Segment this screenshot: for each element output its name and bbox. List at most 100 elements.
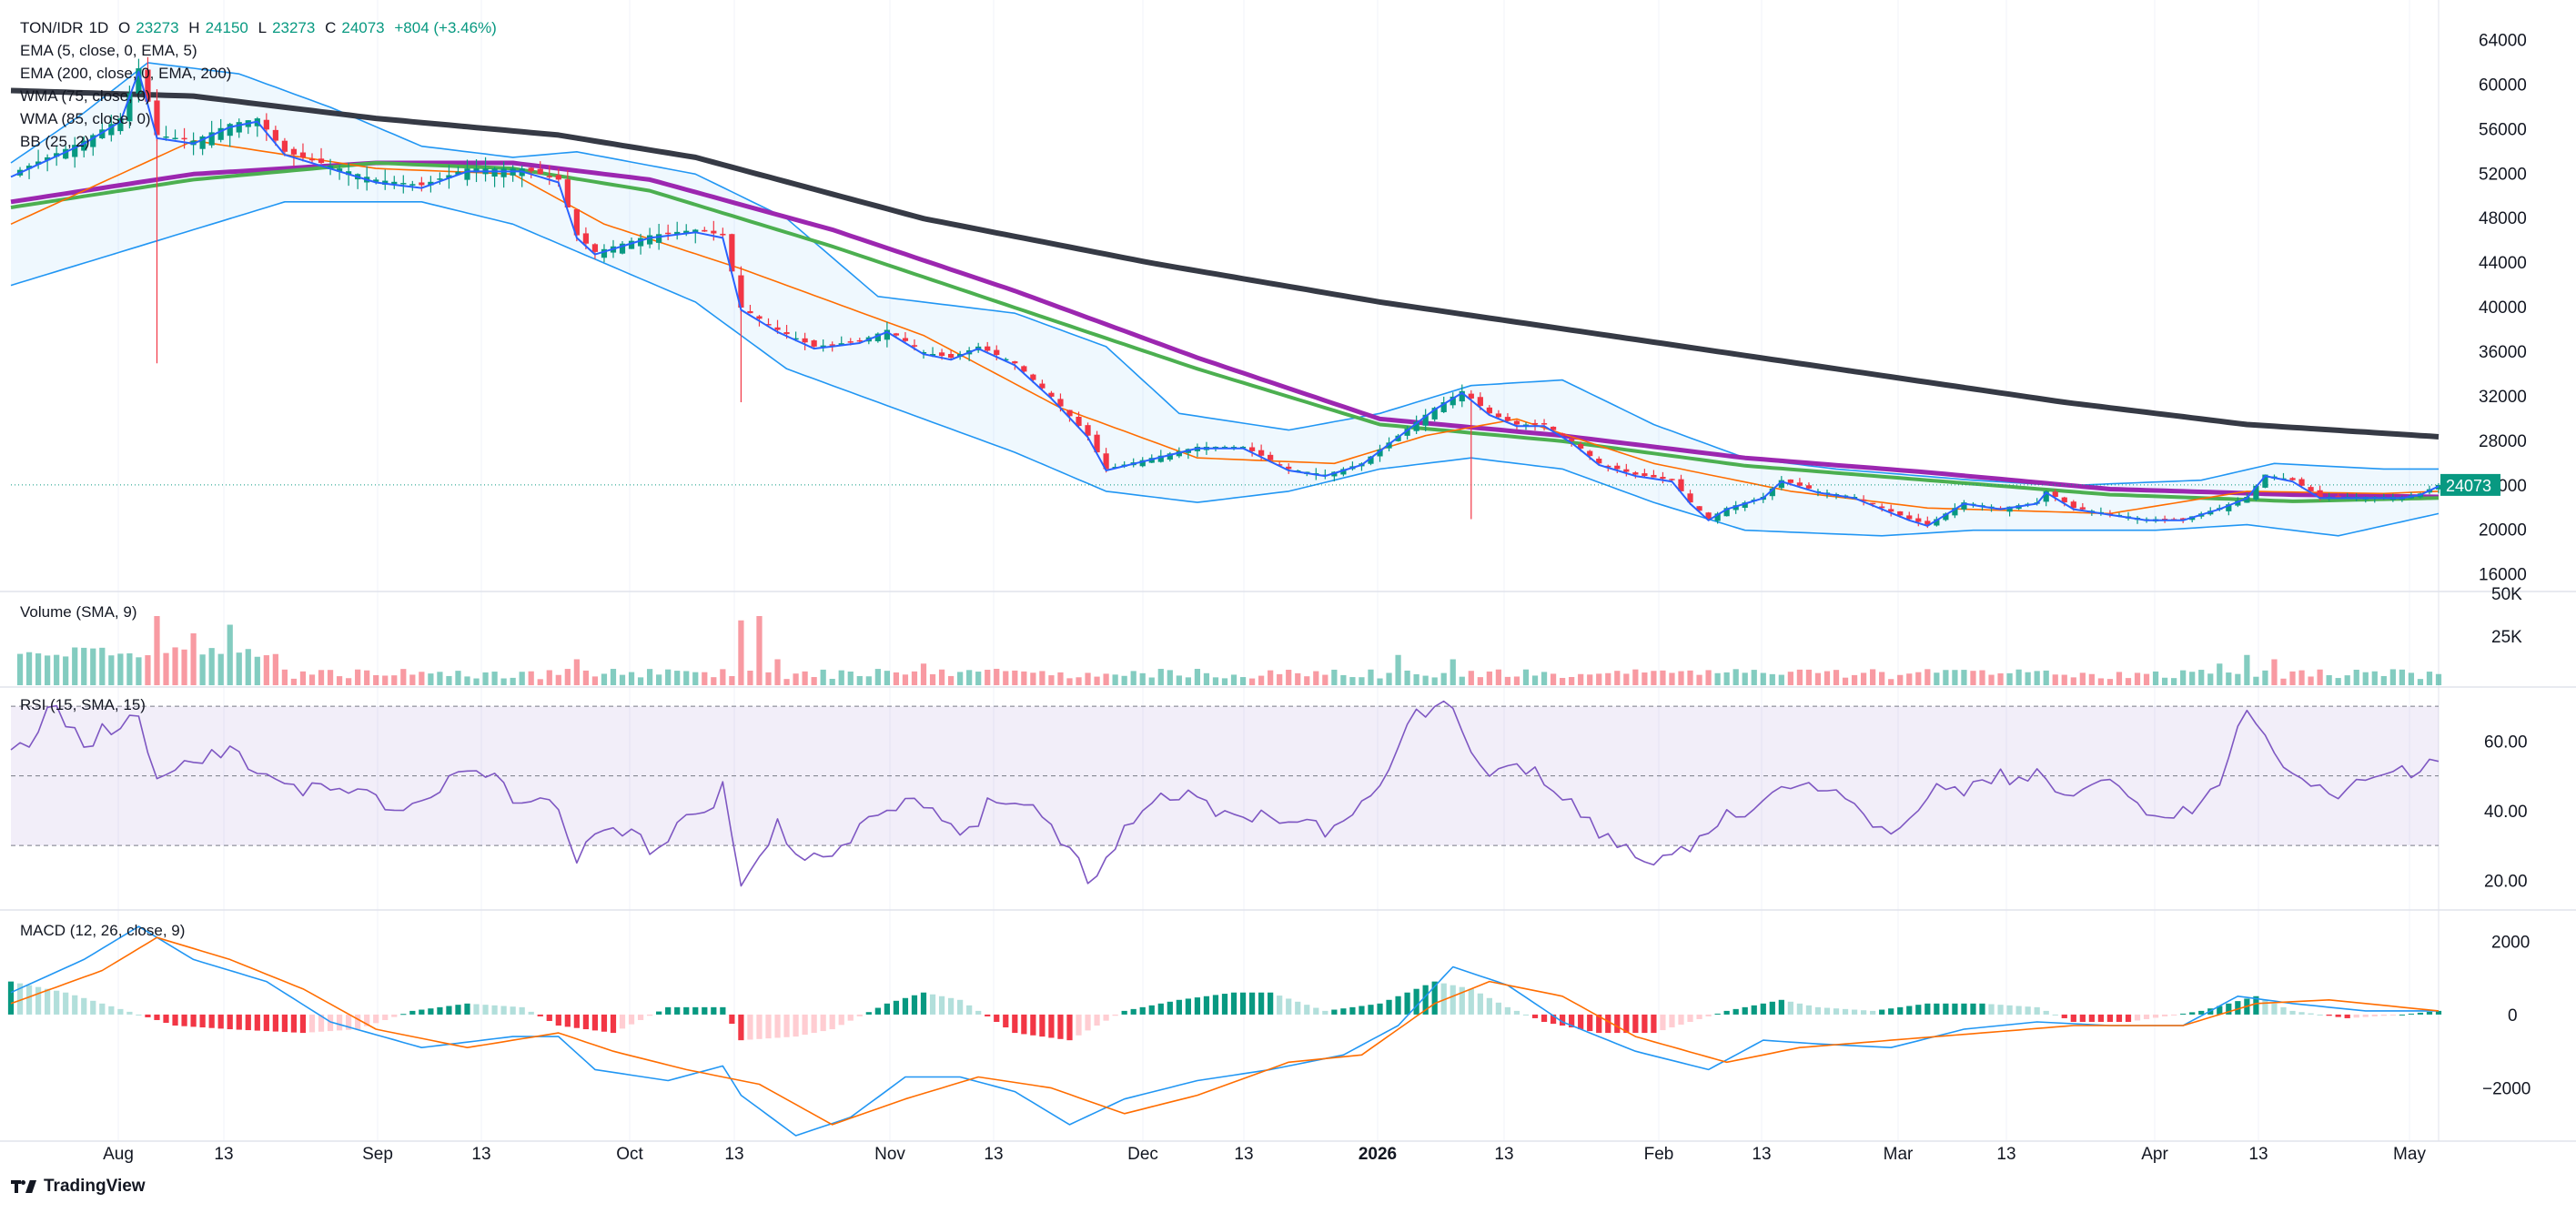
candle-body: [72, 145, 78, 157]
volume-bar: [1359, 677, 1365, 685]
macd-pane-title[interactable]: MACD (12, 26, close, 9): [20, 922, 186, 939]
macd-histogram-bar: [1605, 1014, 1611, 1034]
volume-bar: [2116, 672, 2123, 685]
volume-bar: [2308, 676, 2314, 685]
volume-bar: [1440, 672, 1447, 685]
macd-histogram-bar: [327, 1014, 334, 1032]
macd-histogram-bar: [1313, 1007, 1319, 1015]
candle-body: [1021, 366, 1027, 372]
candle-body: [1368, 456, 1374, 464]
volume-bar: [2435, 673, 2442, 685]
macd-histogram-bar: [1642, 1014, 1648, 1034]
macd-histogram-bar: [628, 1014, 635, 1025]
volume-bar: [1239, 677, 1247, 685]
macd-histogram-bar: [994, 1014, 1000, 1022]
candle-body: [227, 124, 233, 136]
macd-histogram-bar: [591, 1014, 599, 1031]
indicator-wma85[interactable]: WMA (85, close, 0): [20, 110, 151, 127]
volume-bar: [1495, 669, 1502, 685]
volume-bar: [1368, 669, 1374, 685]
volume-bar: [2344, 675, 2350, 685]
time-tick-label: May: [2393, 1145, 2426, 1164]
candle-body: [829, 344, 835, 346]
macd-histogram-bar: [637, 1014, 644, 1020]
macd-histogram-bar: [1823, 1007, 1831, 1015]
indicator-bb[interactable]: BB (25, 2): [20, 133, 90, 150]
volume-bar: [1021, 671, 1027, 685]
volume-bar: [2235, 673, 2241, 685]
candle-body: [272, 129, 278, 141]
volume-bar: [409, 674, 416, 685]
volume-bar: [446, 675, 452, 685]
tradingview-logo[interactable]: TradingView: [11, 1177, 146, 1197]
volume-bar: [2317, 669, 2323, 685]
macd-histogram-bar: [2271, 1003, 2278, 1015]
volume-bar: [2335, 678, 2341, 685]
macd-histogram-bar: [1870, 1010, 1876, 1015]
macd-histogram-bar: [1651, 1014, 1657, 1034]
volume-bar: [1304, 676, 1310, 685]
volume-bar: [1277, 673, 1283, 685]
candle-body: [938, 352, 945, 357]
volume-bar: [1513, 676, 1520, 685]
volume-bar: [1787, 672, 1793, 685]
volume-bar: [1076, 677, 1082, 685]
macd-histogram-bar: [1952, 1003, 1958, 1015]
indicator-ema200[interactable]: EMA (200, close, 0, EMA, 200): [20, 65, 232, 82]
candle-body: [281, 140, 288, 152]
macd-histogram-bar: [1431, 981, 1438, 1015]
rsi-pane-title[interactable]: RSI (15, SMA, 15): [20, 696, 146, 713]
macd-histogram-bar: [2380, 1014, 2387, 1016]
macd-histogram-bar: [1477, 993, 1483, 1015]
macd-histogram-bar: [90, 1000, 96, 1015]
candle-body: [1531, 422, 1539, 425]
indicator-ema5[interactable]: EMA (5, close, 0, EMA, 5): [20, 42, 197, 59]
candle-body: [1277, 464, 1283, 466]
macd-histogram-bar: [2143, 1014, 2150, 1019]
volume-bar: [2289, 671, 2296, 685]
macd-histogram-bar: [1413, 988, 1419, 1015]
candle-body: [911, 345, 918, 347]
volume-bar: [2253, 676, 2259, 685]
volume-bar: [1148, 677, 1155, 685]
macd-histogram-bar: [299, 1014, 307, 1034]
candle-body: [154, 100, 160, 136]
macd-histogram-bar: [528, 1011, 534, 1015]
macd-histogram-bar: [1203, 996, 1210, 1015]
macd-histogram-bar: [1377, 1003, 1383, 1015]
volume-bar: [2134, 672, 2141, 685]
candle-body: [409, 184, 416, 186]
macd-histogram-bar: [902, 997, 909, 1015]
volume-bar: [1030, 672, 1036, 685]
time-tick-label: Aug: [103, 1145, 134, 1164]
candle-body: [1952, 508, 1958, 516]
candle-body: [299, 152, 307, 157]
candle-body: [747, 310, 753, 314]
volume-bar: [2217, 663, 2223, 685]
volume-pane-title[interactable]: Volume (SMA, 9): [20, 603, 137, 621]
macd-histogram-bar: [2088, 1014, 2095, 1022]
candle-body: [145, 69, 151, 102]
macd-histogram-bar: [947, 997, 955, 1015]
candle-body: [1623, 469, 1630, 472]
volume-bar: [619, 674, 626, 685]
candle-body: [1550, 426, 1557, 430]
indicator-wma75[interactable]: WMA (75, close, 0): [20, 87, 151, 105]
volume-bar: [1340, 674, 1347, 685]
macd-histogram-bar: [656, 1011, 662, 1015]
macd-histogram-bar: [1277, 996, 1283, 1015]
macd-histogram-bar: [1103, 1014, 1109, 1021]
candle-body: [308, 158, 316, 161]
volume-bar: [582, 670, 590, 685]
macd-histogram-bar: [1614, 1014, 1621, 1034]
macd-histogram-bar: [2106, 1014, 2114, 1022]
time-tick-label: 2026: [1359, 1145, 1397, 1164]
macd-histogram-bar: [1121, 1010, 1127, 1015]
volume-bar: [856, 675, 863, 685]
price-tick-label: 52000: [2479, 165, 2527, 184]
volume-bar: [1268, 670, 1274, 685]
candle-body: [263, 119, 269, 130]
price-tick-label: 16000: [2479, 566, 2527, 585]
volume-bar: [1897, 674, 1904, 685]
